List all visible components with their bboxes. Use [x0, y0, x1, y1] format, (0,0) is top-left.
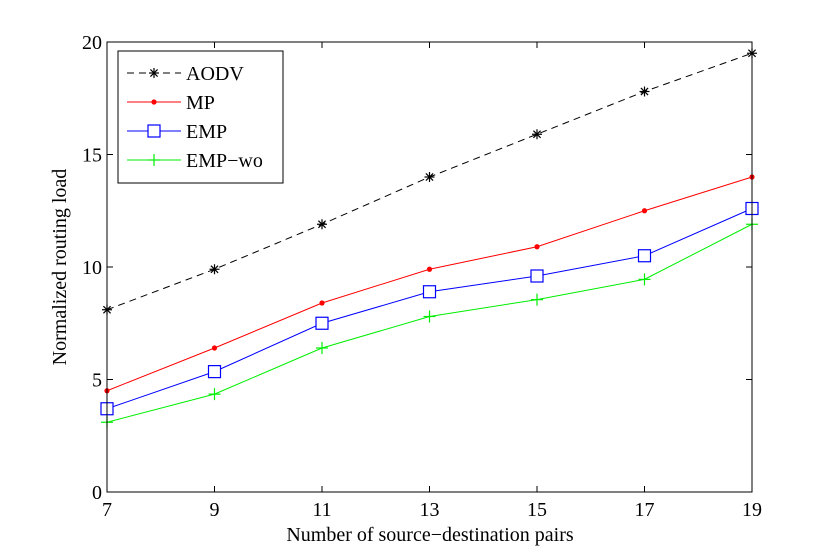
legend-item-mp: MP: [127, 92, 215, 114]
marker-square: [637, 249, 652, 263]
y-tick-label: 5: [92, 370, 102, 392]
data-point-mp: [319, 300, 325, 306]
y-axis-label: Normalized routing load: [49, 169, 71, 366]
marker-dot: [211, 345, 218, 351]
legend-item-emp: EMP: [127, 121, 227, 143]
marker-square: [315, 316, 329, 330]
marker-dot: [641, 208, 648, 214]
series-mp: [104, 174, 755, 394]
marker-dot: [534, 244, 540, 250]
data-point-emp: [207, 365, 222, 379]
data-point-mp: [534, 244, 540, 250]
data-point-emp-wo: [531, 293, 543, 306]
marker-stroke: [149, 68, 159, 78]
x-tick-label: 13: [420, 499, 440, 521]
data-point-aodv: [639, 86, 650, 97]
marker-square: [422, 285, 437, 299]
data-point-mp: [641, 208, 648, 214]
data-point-mp: [211, 345, 218, 351]
marker-stroke: [425, 172, 434, 182]
marker-square: [147, 124, 161, 138]
marker-dot: [319, 300, 325, 306]
y-tick-label: 10: [82, 257, 102, 279]
data-point-aodv: [532, 129, 542, 140]
x-tick-label: 9: [210, 499, 220, 521]
marker-square: [530, 269, 544, 283]
x-tick-label: 7: [102, 499, 112, 521]
data-point-emp: [315, 316, 329, 330]
legend-marker: [149, 68, 159, 78]
x-tick-label: 11: [312, 499, 331, 521]
legend-item-aodv: AODV: [127, 63, 244, 85]
marker-stroke: [210, 265, 219, 274]
x-tick-label: 17: [635, 499, 655, 521]
y-tick-label: 0: [92, 482, 102, 504]
legend-label: MP: [186, 92, 215, 114]
marker-stroke: [317, 220, 327, 229]
legend-marker: [148, 154, 160, 166]
data-point-emp-wo: [423, 310, 436, 323]
legend-label: EMP−wo: [186, 150, 263, 172]
marker-stroke: [532, 130, 542, 139]
marker-square: [207, 365, 222, 379]
data-point-aodv: [317, 219, 327, 230]
x-axis-label: Number of source−destination pairs: [286, 524, 574, 546]
legend: AODV MP EMP EMP−wo: [117, 50, 284, 184]
series-aodv: [102, 48, 757, 315]
series-emp: [100, 201, 759, 416]
ticks-layer: 7 9 11 13 15 17 19 0 5 10 15 20: [82, 32, 762, 521]
data-point-emp: [637, 249, 652, 263]
y-tick-label: 20: [82, 32, 102, 54]
data-point-aodv: [424, 172, 435, 182]
legend-marker: [147, 124, 161, 138]
marker-dot: [151, 99, 157, 105]
data-point-emp: [422, 285, 437, 299]
x-tick-label: 19: [742, 499, 762, 521]
legend-item-emp-wo: EMP−wo: [127, 150, 263, 172]
marker-stroke: [640, 87, 649, 96]
data-point-emp-wo: [316, 342, 328, 354]
legend-label: AODV: [186, 63, 244, 85]
x-tick-label: 15: [527, 499, 547, 521]
marker-dot: [426, 266, 433, 272]
data-point-mp: [426, 266, 433, 272]
data-point-aodv: [209, 264, 220, 275]
data-point-emp: [530, 269, 544, 283]
data-point-emp-wo: [638, 273, 651, 286]
legend-marker: [151, 99, 157, 105]
y-tick-label: 15: [82, 145, 102, 167]
data-point-emp-wo: [208, 388, 221, 401]
legend-label: EMP: [186, 121, 227, 143]
series-layer: [100, 48, 759, 429]
